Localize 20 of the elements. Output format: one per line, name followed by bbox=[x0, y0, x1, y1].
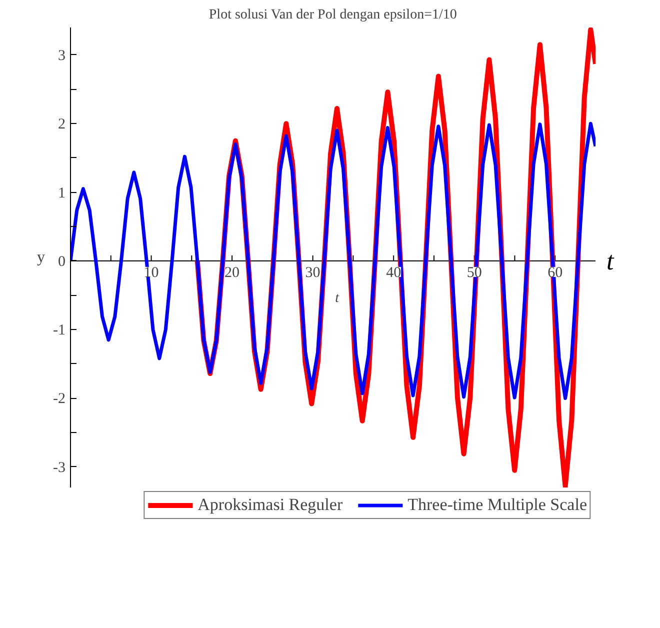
y-tick-label: -3 bbox=[53, 460, 66, 476]
x-tick-label: 60 bbox=[548, 264, 563, 281]
chart-title: Plot solusi Van der Pol dengan epsilon=1/10 bbox=[208, 8, 457, 22]
y-tick-label: 3 bbox=[58, 48, 66, 64]
x-axis-title: t bbox=[606, 246, 614, 276]
y-tick-label: 1 bbox=[58, 185, 66, 202]
y-axis-title: y bbox=[37, 249, 46, 266]
y-tick-label: 2 bbox=[58, 116, 66, 133]
x-tick-label: 20 bbox=[224, 264, 240, 281]
legend-label: Three-time Multiple Scale bbox=[408, 495, 587, 515]
legend-label: Aproksimasi Reguler bbox=[198, 495, 343, 515]
line-series bbox=[70, 122, 596, 400]
x-tick-label: 40 bbox=[386, 264, 402, 281]
y-tick-label: -2 bbox=[53, 391, 66, 408]
x-tick-label: 10 bbox=[144, 264, 159, 281]
x-tick-label: 30 bbox=[305, 264, 320, 281]
annotation: t bbox=[335, 290, 340, 306]
x-tick-label: 50 bbox=[466, 264, 482, 281]
y-tick-label: 0 bbox=[58, 254, 66, 270]
y-tick-label: -1 bbox=[53, 322, 66, 339]
